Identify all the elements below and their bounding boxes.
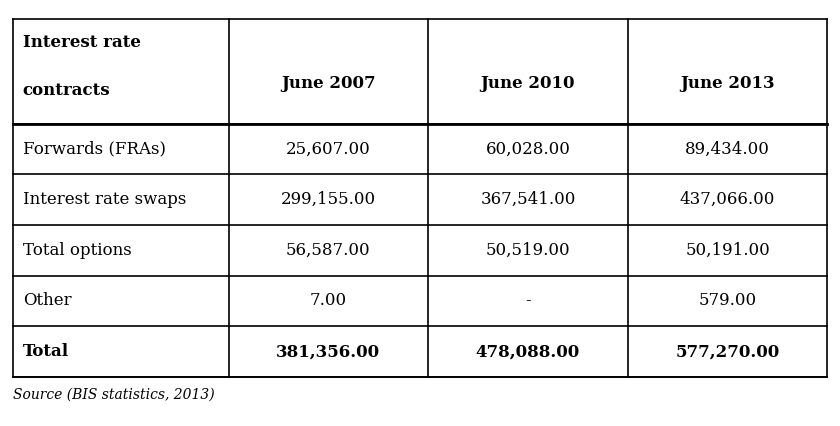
Text: -: - (525, 293, 531, 309)
Text: 89,434.00: 89,434.00 (685, 141, 770, 157)
Text: 7.00: 7.00 (310, 293, 347, 309)
Text: 381,356.00: 381,356.00 (276, 343, 381, 360)
Text: 56,587.00: 56,587.00 (286, 242, 370, 259)
Text: June 2010: June 2010 (480, 75, 575, 92)
Text: 50,191.00: 50,191.00 (685, 242, 770, 259)
Text: Total options: Total options (23, 242, 131, 259)
Text: 437,066.00: 437,066.00 (680, 191, 775, 208)
Bar (13, 19, 827, 377)
Text: 299,155.00: 299,155.00 (281, 191, 375, 208)
Text: June 2013: June 2013 (680, 75, 774, 92)
Text: Interest rate swaps: Interest rate swaps (23, 191, 186, 208)
Text: 60,028.00: 60,028.00 (486, 141, 570, 157)
Text: June 2007: June 2007 (281, 75, 375, 92)
Text: Interest rate: Interest rate (23, 34, 140, 51)
Text: Total: Total (23, 343, 69, 360)
Text: 579.00: 579.00 (699, 293, 757, 309)
Text: 478,088.00: 478,088.00 (475, 343, 580, 360)
Text: 50,519.00: 50,519.00 (486, 242, 570, 259)
Text: Other: Other (23, 293, 71, 309)
Text: Forwards (FRAs): Forwards (FRAs) (23, 141, 165, 157)
Text: Source (BIS statistics, 2013): Source (BIS statistics, 2013) (13, 388, 214, 402)
Text: 367,541.00: 367,541.00 (480, 191, 575, 208)
Text: contracts: contracts (23, 82, 110, 99)
Text: 25,607.00: 25,607.00 (286, 141, 370, 157)
Text: 577,270.00: 577,270.00 (675, 343, 780, 360)
